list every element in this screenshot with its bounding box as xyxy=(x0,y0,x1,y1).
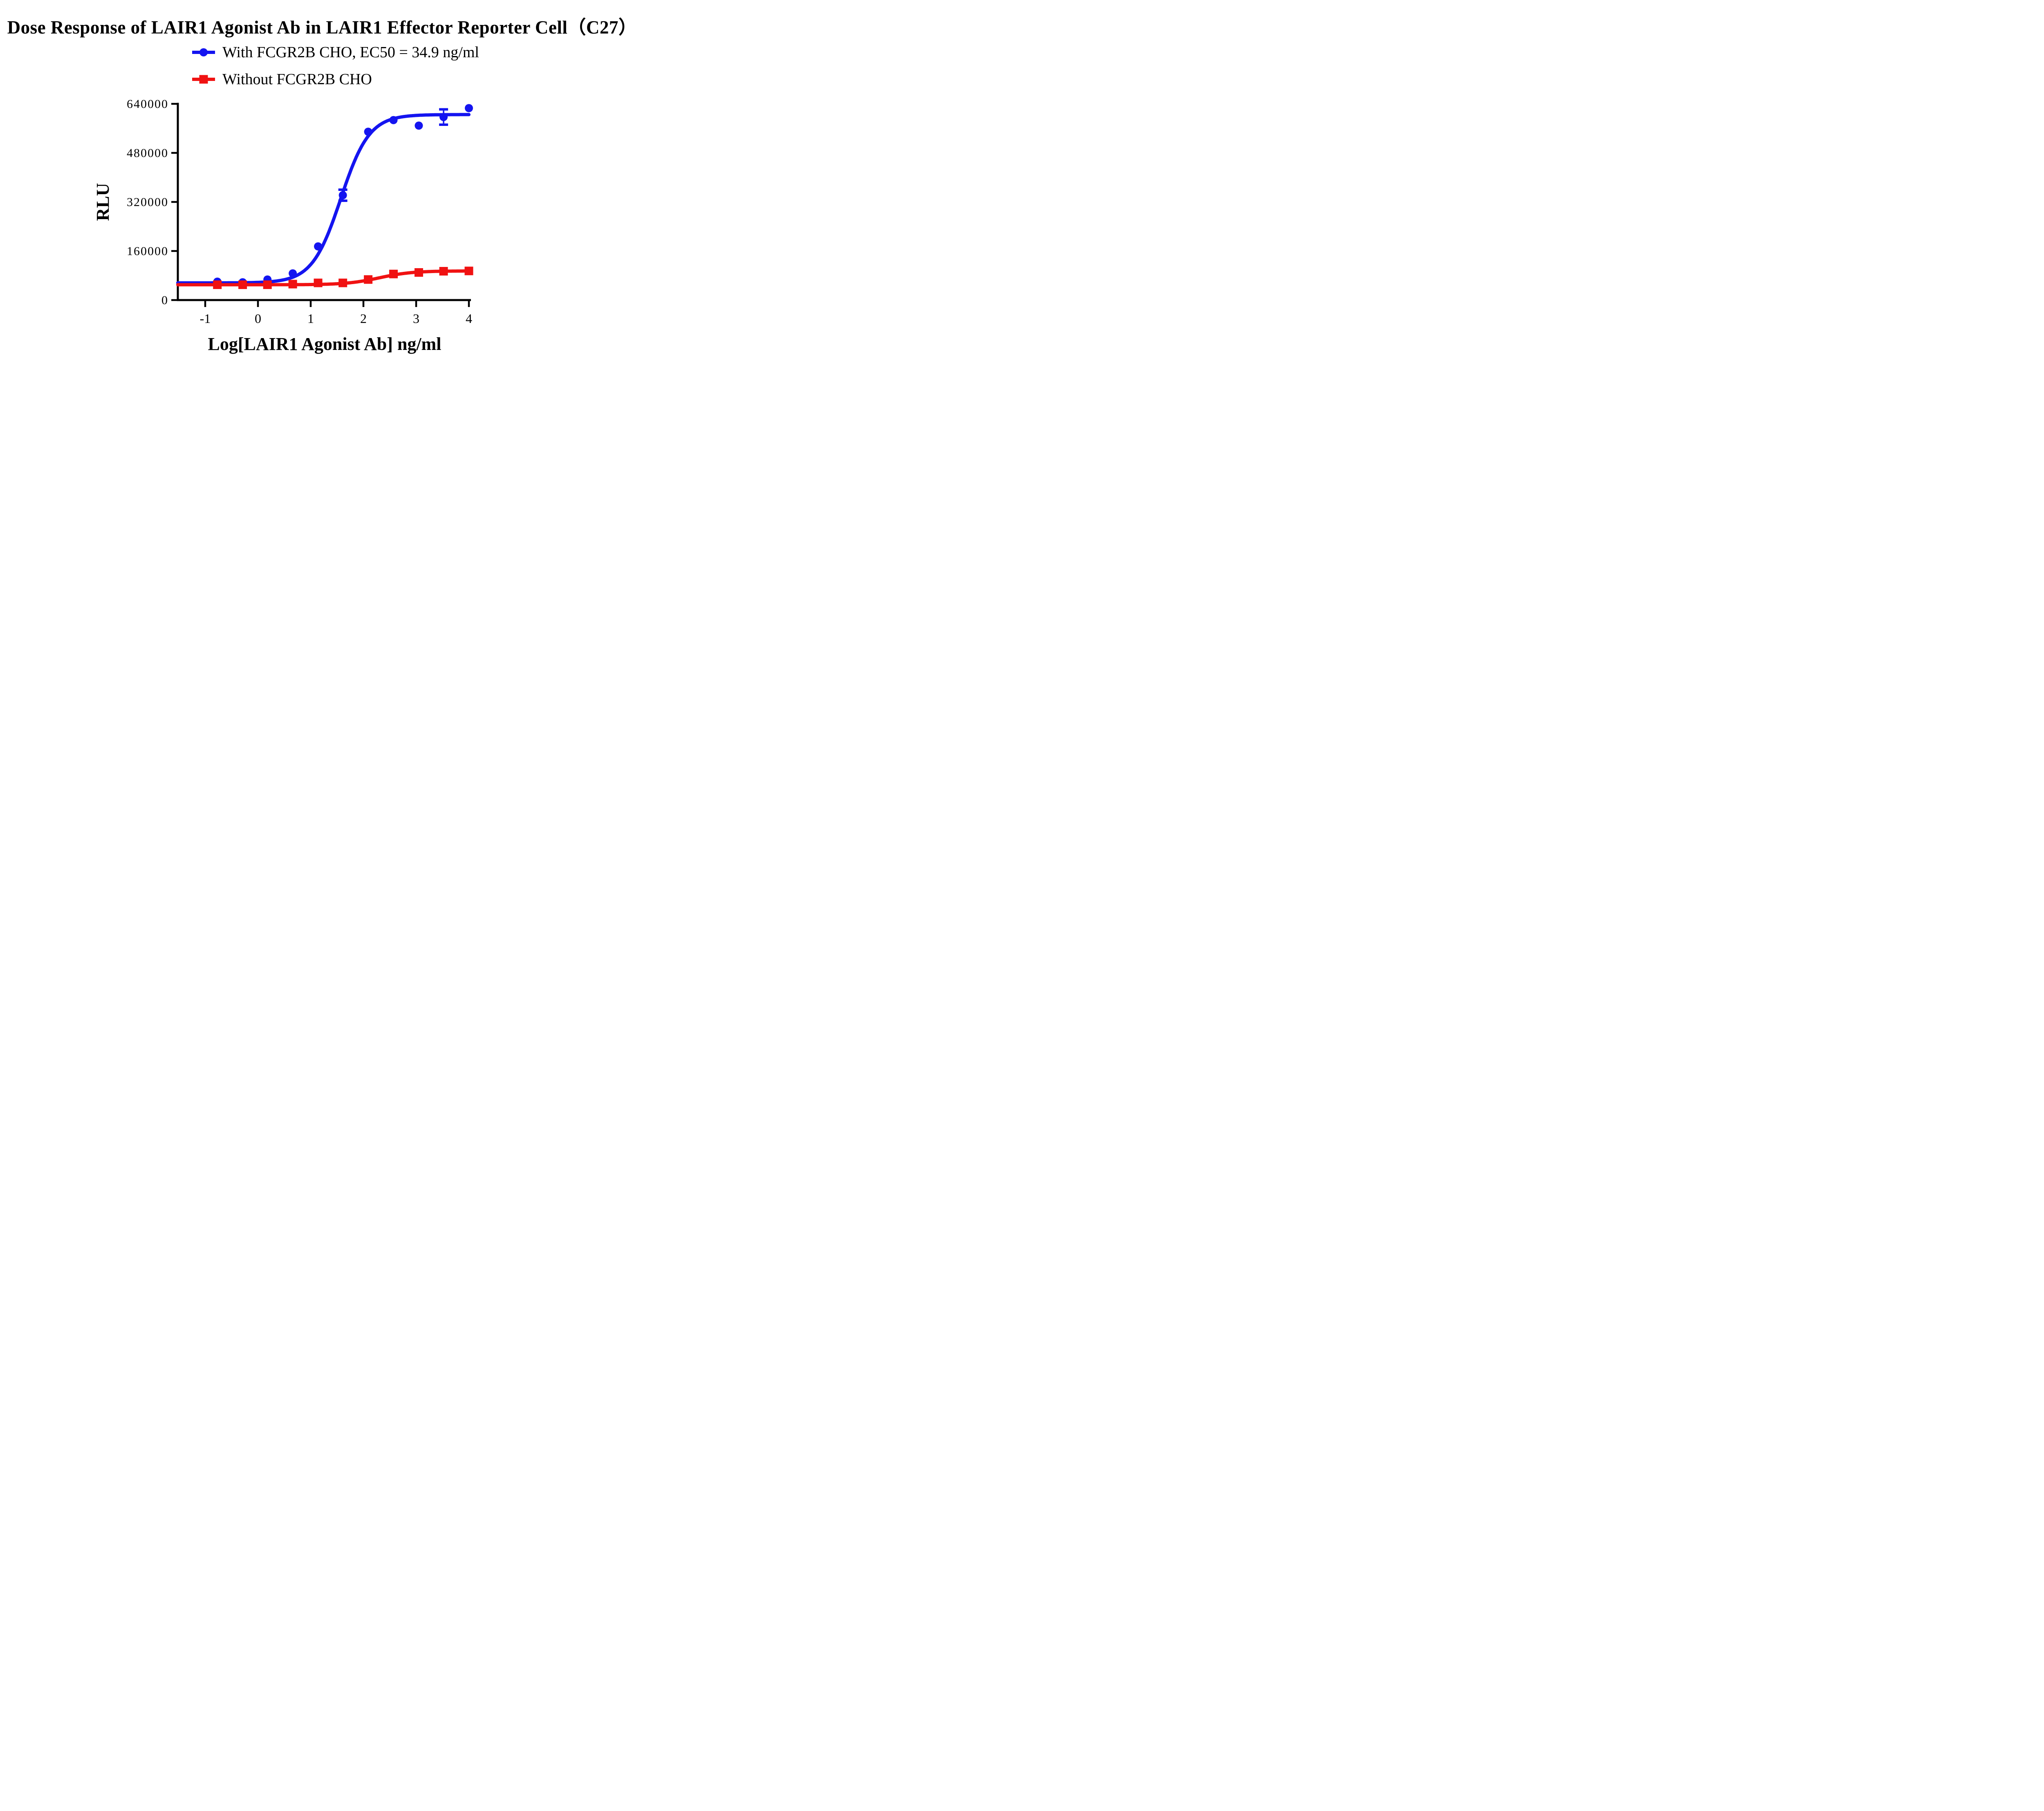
x-tick-label: -1 xyxy=(200,311,211,326)
y-tick-label: 640000 xyxy=(127,97,168,111)
legend-marker-circle-icon xyxy=(192,48,215,56)
chart-title: Dose Response of LAIR1 Agonist Ab in LAI… xyxy=(7,17,637,38)
data-point-square xyxy=(439,267,448,276)
data-point-circle xyxy=(465,104,473,112)
figure: Dose Response of LAIR1 Agonist Ab in LAI… xyxy=(0,0,644,362)
data-point-square xyxy=(364,275,373,284)
y-tick-label: 160000 xyxy=(127,244,168,258)
data-point-square xyxy=(414,268,423,277)
legend-item-with-fcgr2b: With FCGR2B CHO, EC50 = 34.9 ng/ml xyxy=(191,42,479,63)
data-point-circle xyxy=(364,128,372,136)
legend-item-without-fcgr2b: Without FCGR2B CHO xyxy=(191,69,479,90)
y-tick-label: 480000 xyxy=(127,146,168,160)
legend: With FCGR2B CHO, EC50 = 34.9 ng/ml Witho… xyxy=(191,42,479,96)
series-curve-0 xyxy=(176,113,471,285)
legend-label-with-fcgr2b: With FCGR2B CHO, EC50 = 34.9 ng/ml xyxy=(222,44,479,61)
y-axis-title: RLU xyxy=(93,183,113,221)
legend-label-without-fcgr2b: Without FCGR2B CHO xyxy=(222,71,372,88)
data-point-circle xyxy=(289,269,297,278)
data-point-circle xyxy=(338,191,347,199)
x-tick-label: 4 xyxy=(466,311,472,326)
data-point-square xyxy=(288,280,297,289)
x-axis-title: Log[LAIR1 Agonist Ab] ng/ml xyxy=(208,334,442,354)
data-point-square xyxy=(389,269,398,278)
x-tick-label: 1 xyxy=(307,311,314,326)
data-point-circle xyxy=(415,121,423,130)
data-point-square xyxy=(338,278,347,287)
data-point-circle xyxy=(314,242,323,251)
data-point-square xyxy=(238,280,247,289)
data-point-circle xyxy=(439,113,448,121)
data-point-square xyxy=(263,280,272,289)
y-tick-label: 320000 xyxy=(127,195,168,209)
data-point-square xyxy=(213,280,222,289)
dose-response-plot: 0 160000 320000 480000 640000 -1 0 1 2 3 4 RLU Log[L… xyxy=(93,97,473,354)
data-point-square xyxy=(464,267,473,276)
x-tick-label: 3 xyxy=(413,311,419,326)
data-point-square xyxy=(314,278,323,287)
legend-marker-square-icon xyxy=(192,75,215,84)
x-tick-label: 0 xyxy=(255,311,261,326)
data-point-circle xyxy=(389,116,398,124)
y-tick-label: 0 xyxy=(161,294,168,307)
x-tick-label: 2 xyxy=(360,311,367,326)
